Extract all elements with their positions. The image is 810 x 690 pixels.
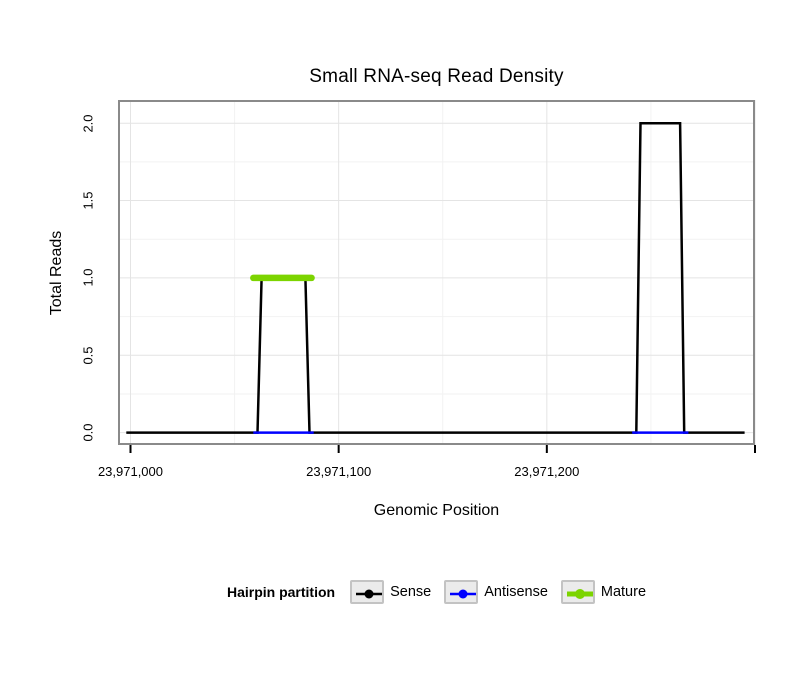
legend-label-antisense: Antisense — [484, 584, 548, 600]
x-tick-label: 23,971,000 — [97, 464, 164, 479]
x-tick-label: 23,971,200 — [514, 464, 580, 479]
plot-panel — [118, 100, 756, 453]
legend-label-mature: Mature — [600, 584, 647, 600]
legend-key-antisense-icon — [444, 580, 479, 604]
plot-panel-border — [118, 100, 755, 445]
legend-item-antisense: Antisense — [444, 580, 548, 604]
y-tick-label: 2.0 — [80, 114, 96, 133]
x-axis-title: Genomic Position — [373, 502, 500, 519]
y-tick-label: 1.5 — [80, 191, 96, 210]
chart-title: Small RNA-seq Read Density — [309, 66, 564, 87]
plot-panel-background — [118, 100, 755, 445]
series-sense — [126, 121, 745, 434]
y-axis-title: Total Reads — [48, 230, 65, 316]
legend-item-sense: Sense — [350, 580, 431, 604]
legend-label-sense: Sense — [390, 584, 432, 600]
legend-key-sense-icon — [350, 580, 385, 604]
legend-title: Hairpin partition — [226, 584, 336, 600]
y-tick-label: 0.0 — [80, 423, 96, 442]
legend: Hairpin partition Sense Antisense Mature — [118, 580, 755, 604]
y-tick-label: 0.5 — [80, 346, 96, 365]
x-tick-label: 23,971,100 — [306, 464, 372, 479]
y-tick-label: 1.0 — [80, 268, 96, 287]
legend-key-mature-icon — [560, 580, 595, 604]
legend-items: Sense Antisense Mature — [350, 580, 646, 604]
legend-item-mature: Mature — [560, 580, 647, 604]
